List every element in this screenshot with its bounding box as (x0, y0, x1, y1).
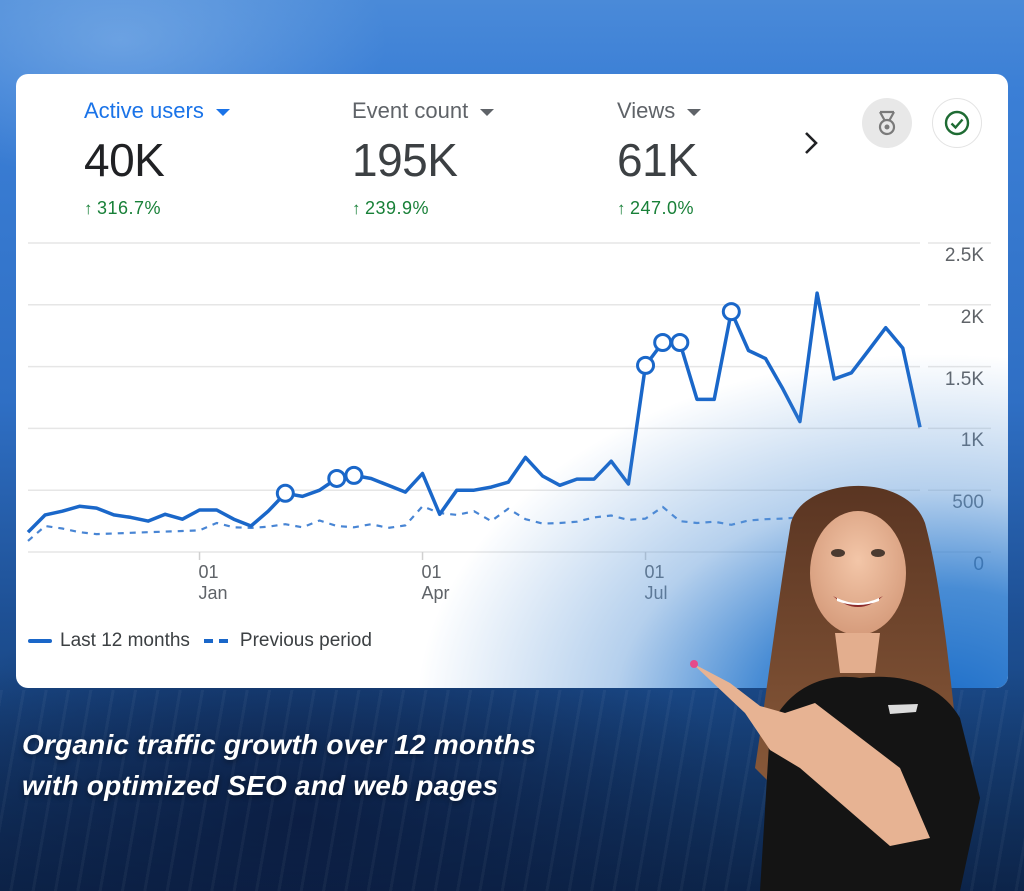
anomaly-marker[interactable] (327, 468, 347, 488)
y-tick-label: 2.5K (944, 245, 984, 266)
legend-dashed-line-icon (203, 639, 228, 643)
y-tick-label: 1K (960, 430, 984, 452)
anomaly-marker[interactable] (721, 302, 741, 322)
legend-current-label: Last 12 months (60, 630, 190, 651)
presenter-photo (690, 485, 980, 891)
anomaly-marker[interactable] (636, 355, 656, 375)
caption-line-2: with optimized SEO and web pages (22, 770, 499, 801)
legend-previous-label: Previous period (239, 630, 372, 651)
anomaly-marker[interactable] (653, 332, 673, 352)
anomaly-marker[interactable] (275, 483, 295, 503)
x-tick-label: 01 Jan (198, 562, 228, 603)
caption-line-1: Organic traffic growth over 12 months (22, 729, 537, 760)
x-tick-label: 01 Apr (421, 562, 450, 603)
y-tick-label: 2K (960, 306, 984, 328)
chart-legend: Last 12 months Previous period (28, 630, 372, 652)
legend-solid-line-icon (28, 639, 52, 643)
anomaly-marker[interactable] (344, 465, 364, 485)
anomaly-marker[interactable] (670, 332, 690, 352)
caption: Organic traffic growth over 12 months wi… (22, 724, 536, 806)
x-tick-label: 01 Jul (644, 562, 668, 603)
y-tick-label: 1.5K (944, 368, 984, 390)
